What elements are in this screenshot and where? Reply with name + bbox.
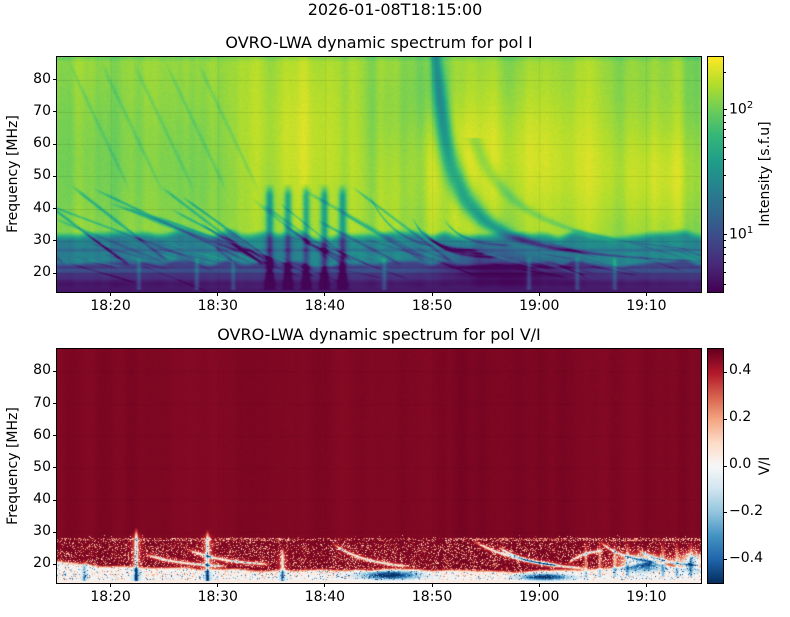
- colorbar-tick-label: −0.4: [729, 549, 763, 566]
- y-tick-label: 70: [33, 102, 51, 119]
- colorbar-tick-label: 0.2: [729, 409, 752, 426]
- x-tick-label: 19:00: [519, 589, 560, 605]
- x-tick-label: 19:10: [626, 589, 667, 605]
- y-tick-mark: [53, 563, 57, 565]
- y-tick-mark: [53, 370, 57, 372]
- y-tick-mark: [53, 143, 57, 145]
- x-tick-label: 18:50: [411, 589, 453, 605]
- y-tick-mark: [53, 467, 57, 469]
- colorbar-tick-mark: [723, 465, 727, 467]
- y-tick-mark: [53, 208, 57, 210]
- y-tick-label: 80: [33, 362, 51, 379]
- x-tick-label: 18:20: [90, 589, 131, 605]
- colorbar-minor-tick-mark: [723, 71, 726, 73]
- top-colorbar: [707, 56, 724, 293]
- x-tick-mark: [217, 292, 219, 296]
- bottom-panel-title: OVRO-LWA dynamic spectrum for pol V/I: [217, 325, 541, 344]
- x-tick-mark: [431, 583, 433, 587]
- x-tick-label: 18:40: [304, 298, 346, 314]
- colorbar-minor-tick-mark: [723, 272, 726, 274]
- x-tick-label: 18:30: [197, 298, 238, 314]
- x-tick-label: 18:30: [197, 589, 238, 605]
- top-colorbar-label: Intensity [s.f.u]: [757, 121, 773, 227]
- colorbar-tick-mark: [723, 418, 727, 420]
- colorbar-minor-tick-mark: [723, 128, 726, 130]
- colorbar-tick-label: 0.4: [729, 362, 752, 379]
- colorbar-minor-tick-mark: [723, 159, 726, 161]
- colorbar-minor-tick-mark: [723, 121, 726, 123]
- y-tick-mark: [53, 79, 57, 81]
- y-tick-label: 30: [33, 523, 51, 540]
- y-tick-label: 30: [33, 231, 51, 248]
- x-tick-mark: [110, 583, 112, 587]
- top-panel-title: OVRO-LWA dynamic spectrum for pol I: [225, 33, 533, 52]
- colorbar-tick-mark: [723, 512, 727, 514]
- colorbar-tick-label: 0.0: [729, 456, 752, 472]
- y-tick-mark: [53, 531, 57, 533]
- x-tick-mark: [645, 583, 647, 587]
- colorbar-minor-tick-mark: [723, 262, 726, 264]
- x-tick-label: 18:20: [90, 298, 131, 314]
- x-tick-mark: [538, 292, 540, 296]
- x-tick-label: 19:10: [626, 298, 667, 314]
- y-tick-mark: [53, 403, 57, 405]
- x-tick-label: 18:50: [411, 298, 453, 314]
- y-tick-label: 60: [33, 426, 51, 443]
- colorbar-minor-tick-mark: [723, 174, 726, 176]
- x-tick-mark: [110, 292, 112, 296]
- x-tick-mark: [431, 292, 433, 296]
- y-tick-label: 40: [33, 491, 51, 508]
- y-tick-mark: [53, 175, 57, 177]
- x-tick-label: 18:40: [304, 589, 346, 605]
- bottom-colorbar: [707, 348, 724, 584]
- bottom-spectrogram-pol-vi: [56, 348, 702, 584]
- colorbar-tick-mark: [723, 109, 727, 111]
- colorbar-minor-tick-mark: [723, 240, 726, 242]
- x-tick-mark: [217, 583, 219, 587]
- colorbar-minor-tick-mark: [723, 253, 726, 255]
- colorbar-minor-tick-mark: [723, 147, 726, 149]
- top-spectrogram-pol-i: [56, 56, 702, 293]
- x-tick-mark: [324, 292, 326, 296]
- y-tick-label: 20: [33, 555, 51, 572]
- x-tick-mark: [645, 292, 647, 296]
- y-tick-label: 70: [33, 394, 51, 411]
- bottom-colorbar-label: V/I: [757, 456, 773, 476]
- x-tick-mark: [324, 583, 326, 587]
- colorbar-tick-label: 102: [729, 99, 754, 118]
- colorbar-minor-tick-mark: [723, 246, 726, 248]
- y-tick-label: 60: [33, 135, 51, 152]
- y-tick-label: 40: [33, 199, 51, 216]
- y-tick-mark: [53, 111, 57, 113]
- colorbar-tick-label: 101: [729, 224, 754, 243]
- y-tick-label: 80: [33, 70, 51, 87]
- y-tick-mark: [53, 499, 57, 501]
- colorbar-tick-mark: [723, 559, 727, 561]
- colorbar-minor-tick-mark: [723, 196, 726, 198]
- colorbar-minor-tick-mark: [723, 284, 726, 286]
- y-tick-label: 50: [33, 167, 51, 184]
- figure-suptitle: 2026-01-08T18:15:00: [307, 0, 483, 19]
- y-tick-mark: [53, 435, 57, 437]
- y-tick-label: 20: [33, 264, 51, 281]
- colorbar-tick-label: −0.2: [729, 502, 763, 519]
- colorbar-minor-tick-mark: [723, 115, 726, 117]
- colorbar-tick-mark: [723, 234, 727, 236]
- x-tick-mark: [538, 583, 540, 587]
- y-tick-label: 50: [33, 458, 51, 475]
- y-tick-mark: [53, 240, 57, 242]
- y-tick-mark: [53, 272, 57, 274]
- colorbar-tick-mark: [723, 371, 727, 373]
- colorbar-minor-tick-mark: [723, 137, 726, 139]
- x-tick-label: 19:00: [519, 298, 560, 314]
